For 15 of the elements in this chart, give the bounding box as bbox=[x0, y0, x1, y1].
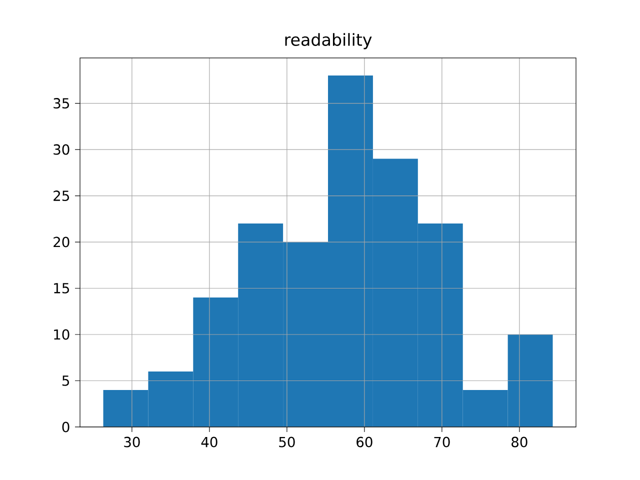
y-tick-label: 10 bbox=[54, 329, 70, 340]
x-tick-label: 80 bbox=[512, 436, 528, 448]
x-tick-label: 30 bbox=[124, 436, 140, 448]
y-tick-label: 20 bbox=[54, 236, 70, 248]
y-tick-label: 0 bbox=[62, 422, 70, 432]
y-tick-label: 5 bbox=[62, 376, 69, 386]
y-tick-label: 25 bbox=[54, 190, 69, 202]
y-tick-label: 15 bbox=[54, 283, 69, 294]
x-tick-label: 60 bbox=[356, 436, 372, 448]
x-tick-label: 40 bbox=[201, 436, 218, 448]
x-tick-label: 50 bbox=[279, 436, 295, 448]
y-tick-label: 30 bbox=[54, 144, 70, 155]
x-tick-label: 70 bbox=[434, 436, 450, 448]
chart-title: readability bbox=[285, 33, 372, 50]
y-tick-label: 35 bbox=[54, 98, 69, 109]
